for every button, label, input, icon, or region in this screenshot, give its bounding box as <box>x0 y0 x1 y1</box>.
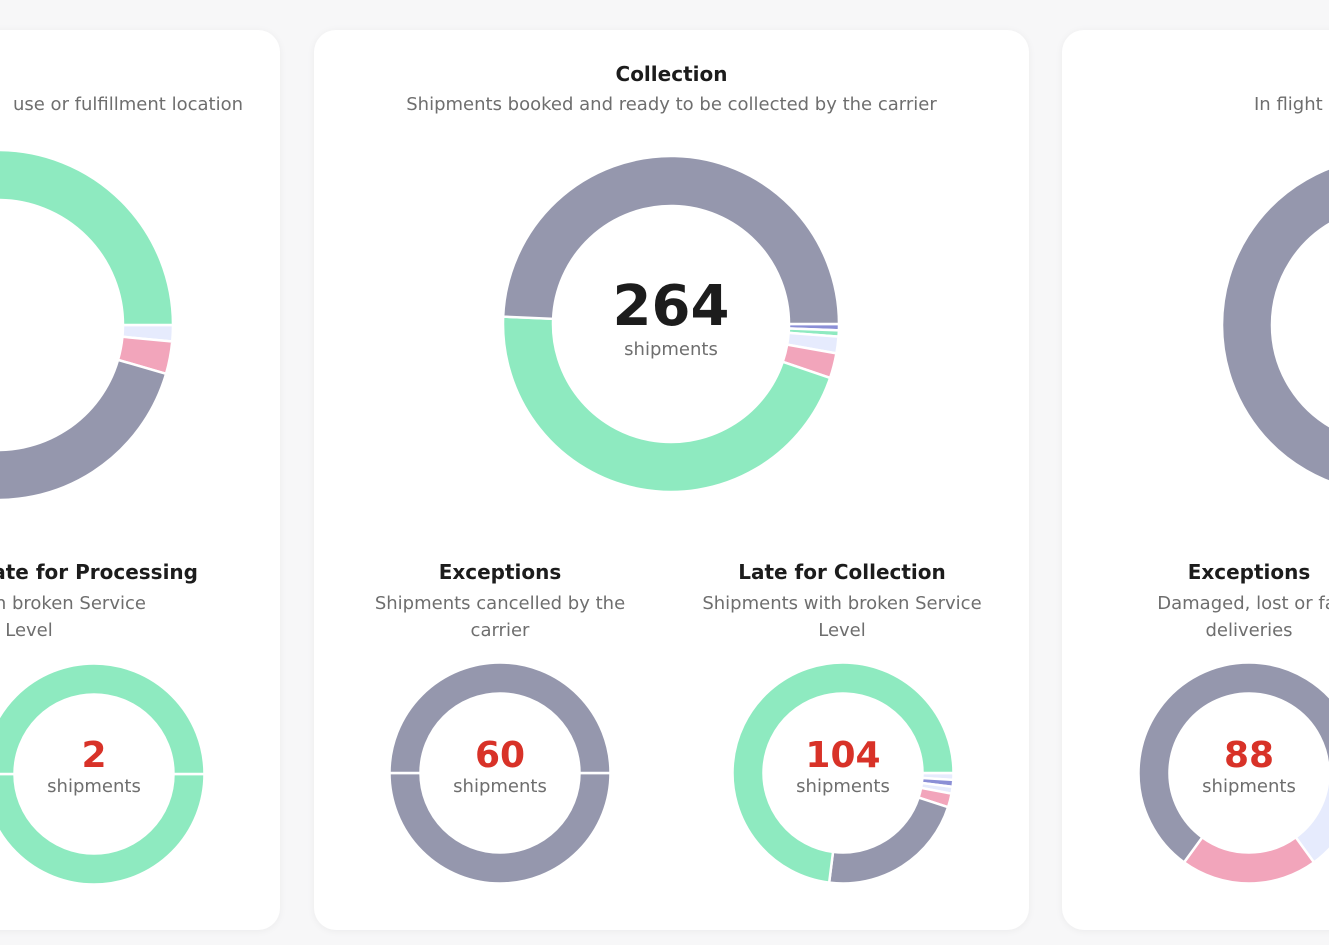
in-flight-exceptions-count: 88 <box>1223 735 1275 776</box>
donut-chart-collection <box>501 154 841 494</box>
late-collection-unit: shipments <box>796 776 890 797</box>
donut-segment-gray <box>1137 661 1329 865</box>
donut-segment-gray <box>501 154 841 326</box>
late-collection-count: 104 <box>805 735 881 776</box>
donut-segment-green <box>0 148 175 327</box>
late-processing-center: 2 shipments <box>0 735 205 797</box>
donut-chart-in-flight-exceptions <box>1137 661 1329 885</box>
in-flight-exceptions-unit: shipments <box>1202 776 1296 797</box>
exceptions-count: 60 <box>474 735 526 776</box>
collection-center: 264 shipments <box>503 274 839 361</box>
exceptions-center: 60 shipments <box>389 735 611 797</box>
donut-segment-pink <box>1182 835 1316 885</box>
collection-unit: shipments <box>624 339 718 360</box>
donut-segment-gray <box>388 771 612 885</box>
in-flight-subtitle: In flight <box>1254 94 1323 115</box>
in-flight-exceptions-subtitle: Damaged, lost or fai deliveries <box>1157 593 1329 641</box>
collection-subtitle: Shipments booked and ready to be collect… <box>406 94 937 115</box>
donut-segment-gray <box>388 661 612 775</box>
late-for-processing-subtitle: nents with broken Service Level <box>0 593 146 641</box>
collection-count: 264 <box>612 274 730 339</box>
donut-chart-late-collection <box>731 661 955 885</box>
in-flight-exceptions-title: Exceptions <box>1187 560 1311 584</box>
donut-segment-green <box>0 772 206 886</box>
late-collection-center: 104 shipments <box>732 735 954 797</box>
donut-chart-in-flight <box>1220 167 1329 483</box>
donut-segment-green <box>501 315 832 494</box>
late-processing-unit: shipments <box>47 776 141 797</box>
donut-chart-exceptions <box>388 661 612 885</box>
donut-chart-late-processing <box>0 662 206 886</box>
donut-segment-gray <box>827 795 950 885</box>
exceptions-unit: shipments <box>453 776 547 797</box>
exceptions-title: Exceptions <box>438 560 562 584</box>
donut-segment-green <box>0 662 206 776</box>
card-in-flight: In flight Exceptions Damaged, lost or fa… <box>1062 30 1329 930</box>
in-flight-exceptions-center: 88 shipments <box>1138 735 1329 797</box>
card-processing: use or fulfillment location ate for Proc… <box>0 30 280 930</box>
card-collection: Collection Shipments booked and ready to… <box>314 30 1029 930</box>
late-for-collection-title: Late for Collection <box>738 560 946 584</box>
late-for-processing-title: ate for Processing <box>0 560 198 584</box>
late-processing-count: 2 <box>81 735 107 776</box>
donut-chart-processing <box>0 148 175 502</box>
collection-title: Collection <box>615 62 728 86</box>
donut-segment-gray <box>0 358 168 502</box>
exceptions-subtitle: Shipments cancelled by the carrier <box>374 593 626 641</box>
late-for-collection-subtitle: Shipments with broken Service Level <box>702 593 982 641</box>
donut-segment-green <box>731 661 955 885</box>
donut-segment-gray <box>1220 167 1329 483</box>
card-subtitle: use or fulfillment location <box>12 94 243 115</box>
